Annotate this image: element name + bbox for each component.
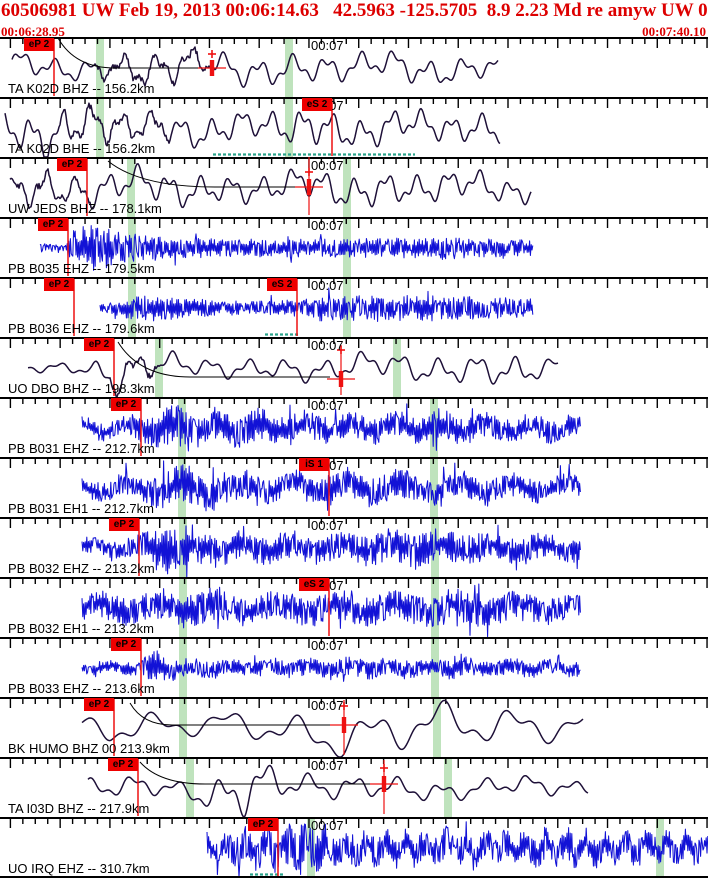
phase-pick-flag[interactable]: eP 2 <box>57 158 87 171</box>
phase-pick-flag[interactable]: eP 2 <box>111 638 141 651</box>
trace-row-uo-dbo-bhz: 00:07 UO DBO BHZ -- 198.3km eP 2 <box>0 337 708 397</box>
station-channel-label: TA K02D BHE -- 156.2km <box>8 141 156 156</box>
waveform[interactable] <box>0 277 708 337</box>
minute-mark-label: 00:07 <box>311 218 344 233</box>
minute-mark-label: 00:07 <box>311 278 344 293</box>
minute-mark-label: 00:07 <box>311 698 344 713</box>
window-start-time: 00:06:28.95 <box>1 24 65 39</box>
event-header: 60506981 UW Feb 19, 2013 00:06:14.63 42.… <box>1 0 708 21</box>
station-channel-label: PB B031 EHZ -- 212.7km <box>8 441 155 456</box>
waveform[interactable] <box>0 757 708 817</box>
arrival-window-bar <box>393 339 401 397</box>
minute-mark-label: 00:07 <box>311 398 344 413</box>
trace-row-pb-b033-ehz: 00:07 PB B033 EHZ -- 213.6km eP 2 <box>0 637 708 697</box>
waveform[interactable] <box>0 457 708 517</box>
phase-pick-flag[interactable]: eP 2 <box>109 518 139 531</box>
arrival-window-bar <box>96 99 104 157</box>
trace-row-pb-b036-ehz: 00:07 PB B036 EHZ -- 179.6km eP 2 eS 2 <box>0 277 708 337</box>
bottom-border <box>0 876 708 878</box>
arrival-window-bar <box>285 99 293 157</box>
station-channel-label: PB B035 EHZ -- 179.5km <box>8 261 155 276</box>
waveform[interactable] <box>0 97 708 157</box>
station-channel-label: PB B033 EHZ -- 213.6km <box>8 681 155 696</box>
arrival-window-bar <box>179 639 187 697</box>
minute-mark-label: 00:07 <box>311 518 344 533</box>
minute-mark-label: 00:07 <box>311 638 344 653</box>
phase-pick-flag[interactable]: eP 2 <box>44 278 74 291</box>
arrival-window-bar <box>127 159 135 217</box>
phase-pick-flag[interactable]: eP 2 <box>38 218 68 231</box>
station-channel-label: PB B032 EHZ -- 213.2km <box>8 561 155 576</box>
trace-row-uo-irq-ehz: 00:07 UO IRQ EHZ -- 310.7km eP 2 <box>0 817 708 877</box>
arrival-window-bar <box>343 159 351 217</box>
trace-row-bk-humo-bhz: 00:07 BK HUMO BHZ 00 213.9km eP 2 <box>0 697 708 757</box>
station-channel-label: UW JEDS BHZ -- 178.1km <box>8 201 162 216</box>
trace-row-pb-b032-ehz: 00:07 PB B032 EHZ -- 213.2km eP 2 <box>0 517 708 577</box>
trace-row-ta-k02d-bhz: 00:07 TA K02D BHZ -- 156.2km eP 2 <box>0 37 708 97</box>
phase-pick-flag[interactable]: eP 2 <box>84 338 114 351</box>
arrival-window-bar <box>430 459 438 517</box>
station-channel-label: BK HUMO BHZ 00 213.9km <box>8 741 170 756</box>
arrival-window-bar <box>433 699 441 757</box>
trace-row-pb-b035-ehz: 00:07 PB B035 EHZ -- 179.5km eP 2 <box>0 217 708 277</box>
minute-mark-label: 00:07 <box>311 158 344 173</box>
phase-pick-flag[interactable]: eS 2 <box>299 578 329 591</box>
trace-row-uw-jeds-bhz: 00:07 UW JEDS BHZ -- 178.1km eP 2 <box>0 157 708 217</box>
phase-pick-flag[interactable]: iS 1 <box>299 458 329 471</box>
station-channel-label: PB B031 EH1 -- 212.7km <box>8 501 154 516</box>
trace-row-pb-b031-ehz: 00:07 PB B031 EHZ -- 212.7km eP 2 <box>0 397 708 457</box>
waveform[interactable] <box>0 37 708 97</box>
station-channel-label: UO IRQ EHZ -- 310.7km <box>8 861 150 876</box>
minute-mark-label: 00:07 <box>311 818 344 833</box>
waveform[interactable] <box>0 337 708 397</box>
station-channel-label: PB B032 EH1 -- 213.2km <box>8 621 154 636</box>
phase-pick-flag[interactable]: eS 2 <box>267 278 297 291</box>
station-channel-label: TA I03D BHZ -- 217.9km <box>8 801 150 816</box>
phase-pick-flag[interactable]: eP 2 <box>84 698 114 711</box>
arrival-window-bar <box>431 579 439 637</box>
waveform[interactable] <box>0 517 708 577</box>
waveform[interactable] <box>0 577 708 637</box>
phase-pick-flag[interactable]: eP 2 <box>248 818 278 831</box>
arrival-window-bar <box>155 339 163 397</box>
waveform[interactable] <box>0 157 708 217</box>
window-end-time: 00:07:40.10 <box>642 24 706 39</box>
phase-pick-flag[interactable]: eS 2 <box>302 98 332 111</box>
phase-pick-flag[interactable]: eP 2 <box>111 398 141 411</box>
trace-row-ta-i03d-bhz: 00:07 TA I03D BHZ -- 217.9km eP 2 <box>0 757 708 817</box>
arrival-window-bar <box>186 759 194 817</box>
station-channel-label: UO DBO BHZ -- 198.3km <box>8 381 155 396</box>
arrival-window-bar <box>285 39 293 97</box>
minute-mark-label: 00:07 <box>311 758 344 773</box>
minute-mark-label: 00:07 <box>311 338 344 353</box>
minute-mark-label: 00:07 <box>311 38 344 53</box>
phase-pick-flag[interactable]: eP 2 <box>108 758 138 771</box>
phase-pick-flag[interactable]: eP 2 <box>24 38 54 51</box>
station-channel-label: PB B036 EHZ -- 179.6km <box>8 321 155 336</box>
station-channel-label: TA K02D BHZ -- 156.2km <box>8 81 155 96</box>
